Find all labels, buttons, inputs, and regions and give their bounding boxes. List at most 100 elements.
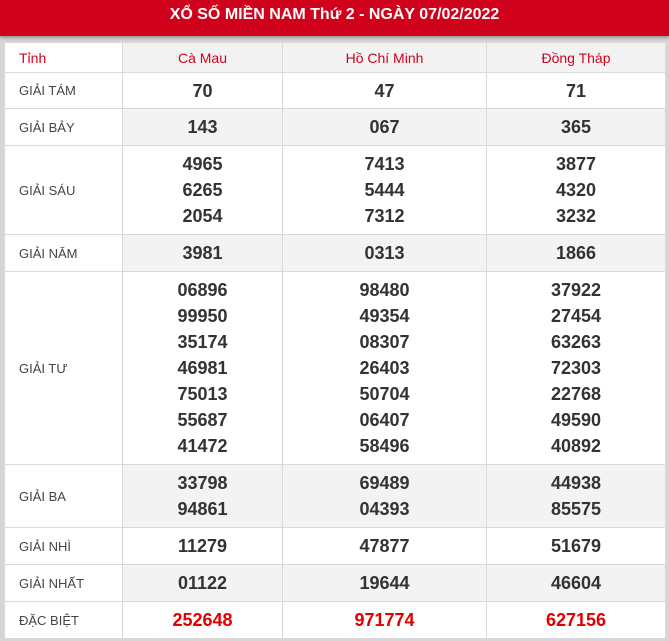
prize-row: GIẢI BẢY 143 067 365 [4,108,666,146]
prize-row: GIẢI TƯ 06896 99950 35174 46981 75013 55687 414… [4,271,666,465]
prize-number: 04393 [359,499,410,519]
prize-number: 46604 [550,573,602,593]
prize-number: 49590 [550,410,602,430]
province-dong-thap[interactable]: Đồng Tháp [486,42,666,73]
prize-number: 75013 [177,384,228,404]
prize-number: 37922 [550,280,602,300]
prize-number: 067 [369,117,400,137]
prize-number: 3877 [555,154,597,174]
prize-number: 3981 [182,243,223,263]
prize-cell: 7413 5444 7312 [282,145,487,235]
prize-cell: 19644 [282,564,487,602]
prize-number: 0313 [364,243,405,263]
prize-row: ĐẶC BIỆT 252648 971774 627156 [4,601,666,639]
prize-cell: 46604 [486,564,666,602]
prize-label: GIẢI BA [4,464,123,528]
prize-label: ĐẶC BIỆT [4,601,123,639]
prize-number: 7413 [364,154,405,174]
prize-number: 63263 [550,332,602,352]
prize-cell: 252648 [122,601,283,639]
prize-cell: 33798 94861 [122,464,283,528]
prize-label: GIẢI NHÌ [4,527,123,565]
prize-number: 33798 [177,473,228,493]
prize-number: 72303 [550,358,602,378]
prize-number: 26403 [359,358,410,378]
prize-number: 1866 [555,243,597,263]
prize-row: GIẢI NHÌ 11279 47877 51679 [4,527,666,565]
prize-cell: 067 [282,108,487,146]
prize-cell: 71 [486,72,666,109]
prize-cell: 3981 [122,234,283,272]
prize-number: 69489 [359,473,410,493]
prize-number: 35174 [177,332,228,352]
prize-number: 971774 [354,610,415,630]
prize-number: 365 [560,117,592,137]
prize-cell: 47 [282,72,487,109]
prize-number: 51679 [550,536,602,556]
prize-number: 50704 [359,384,410,404]
prize-row: GIẢI SÁU 4965 6265 2054 7413 5444 7312 3877 4320… [4,145,666,235]
prize-cell: 98480 49354 08307 26403 50704 06407 58496 [282,271,487,465]
prize-cell: 51679 [486,527,666,565]
results-table: Tỉnh Cà Mau Hồ Chí Minh Đồng Tháp GIẢI T… [4,42,666,639]
prize-number: 4320 [555,180,597,200]
prize-cell: 627156 [486,601,666,639]
prize-cell: 971774 [282,601,487,639]
prize-number: 143 [187,117,218,137]
prize-cell: 47877 [282,527,487,565]
prize-label: GIẢI SÁU [4,145,123,235]
prize-number: 94861 [177,499,228,519]
prize-row: GIẢI TÁM 70 47 71 [4,72,666,109]
prize-number: 40892 [550,436,602,456]
prize-cell: 0313 [282,234,487,272]
prize-number: 01122 [177,573,228,593]
prize-label: GIẢI TÁM [4,72,123,109]
prize-number: 44938 [550,473,602,493]
prize-number: 46981 [177,358,228,378]
prize-number: 41472 [177,436,228,456]
prize-row: GIẢI NHẤT 01122 19644 46604 [4,564,666,602]
prize-number: 06896 [177,280,228,300]
prize-label: GIẢI NHẤT [4,564,123,602]
prize-cell: 37922 27454 63263 72303 22768 49590 40892 [486,271,666,465]
table-header-row: Tỉnh Cà Mau Hồ Chí Minh Đồng Tháp [4,42,666,73]
prize-number: 22768 [550,384,602,404]
prize-number: 85575 [550,499,602,519]
prize-number: 06407 [359,410,410,430]
prize-cell: 1866 [486,234,666,272]
prize-number: 55687 [177,410,228,430]
province-ca-mau[interactable]: Cà Mau [122,42,283,73]
prize-cell: 365 [486,108,666,146]
prize-number: 19644 [359,573,410,593]
prize-label: GIẢI BẢY [4,108,123,146]
prize-number: 47877 [359,536,410,556]
prize-row: GIẢI BA 33798 94861 69489 04393 44938 85575 [4,464,666,528]
prize-cell: 44938 85575 [486,464,666,528]
prize-number: 252648 [172,610,233,630]
prize-cell: 11279 [122,527,283,565]
prize-cell: 01122 [122,564,283,602]
prize-cell: 70 [122,72,283,109]
prize-number: 08307 [359,332,410,352]
prize-number: 99950 [177,306,228,326]
prize-cell: 06896 99950 35174 46981 75013 55687 41472 [122,271,283,465]
prize-number: 7312 [364,206,405,226]
prize-number: 47 [374,80,395,101]
prize-cell: 143 [122,108,283,146]
prize-cell: 69489 04393 [282,464,487,528]
prize-number: 27454 [550,306,602,326]
prize-number: 627156 [545,610,607,630]
prize-number: 11279 [177,536,228,556]
prize-number: 58496 [359,436,410,456]
province-header-label: Tỉnh [4,42,123,73]
prize-cell: 4965 6265 2054 [122,145,283,235]
prize-row: GIẢI NĂM 3981 0313 1866 [4,234,666,272]
province-ho-chi-minh[interactable]: Hồ Chí Minh [282,42,487,73]
page-title: XỔ SỐ MIỀN NAM Thứ 2 - NGÀY 07/02/2022 [0,0,669,36]
prize-number: 98480 [359,280,410,300]
prize-number: 2054 [182,206,223,226]
prize-number: 70 [192,80,213,101]
prize-number: 4965 [182,154,223,174]
prize-number: 3232 [555,206,597,226]
prize-number: 5444 [364,180,405,200]
